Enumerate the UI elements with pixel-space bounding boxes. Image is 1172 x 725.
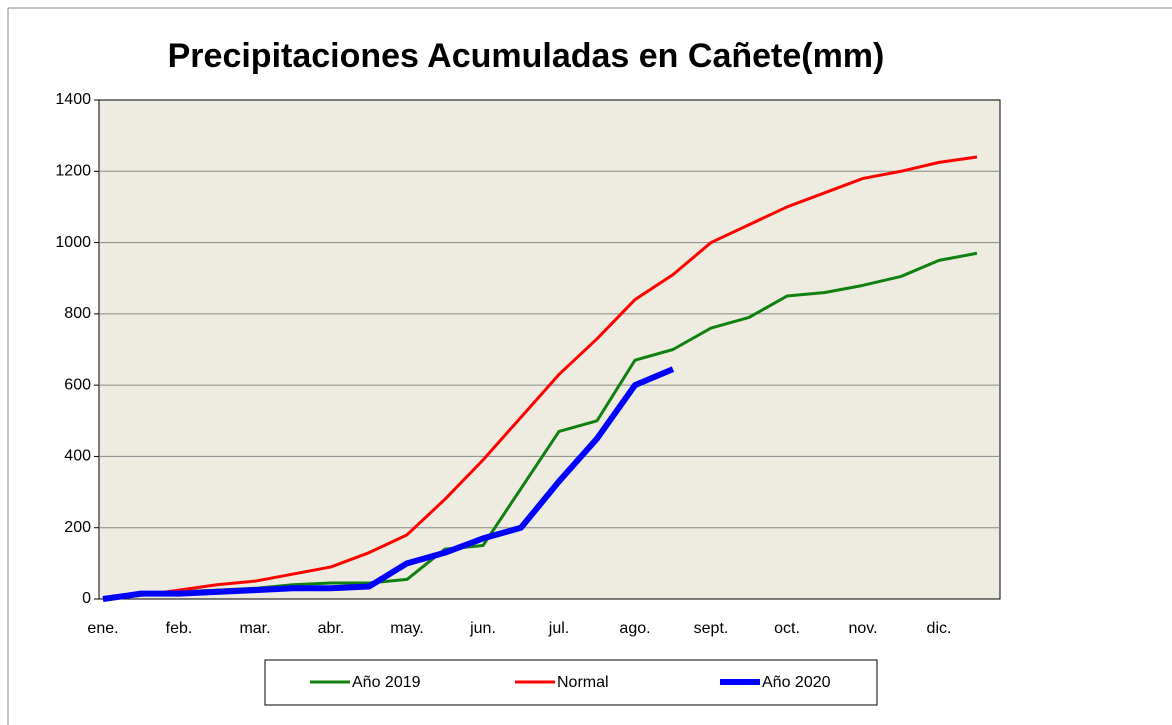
legend-label: Normal (557, 674, 609, 691)
x-tick-label: oct. (774, 620, 800, 637)
x-tick-label: jul. (548, 620, 569, 637)
y-tick-label: 200 (64, 519, 91, 536)
x-tick-label: nov. (848, 620, 877, 637)
x-tick-label: ene. (87, 620, 118, 637)
y-tick-label: 0 (82, 590, 91, 607)
x-tick-label: mar. (239, 620, 270, 637)
x-tick-label: ago. (619, 620, 650, 637)
x-tick-label: dic. (927, 620, 952, 637)
x-tick-label: may. (390, 620, 423, 637)
x-tick-label: jun. (469, 620, 496, 637)
series-line (102, 155, 978, 601)
legend (264, 659, 878, 706)
y-tick-label: 1400 (55, 91, 91, 108)
y-tick-label: 400 (64, 448, 91, 465)
legend-label: Año 2020 (762, 674, 831, 691)
series-line (102, 366, 675, 602)
y-tick-label: 1000 (55, 234, 91, 251)
chart-title: Precipitaciones Acumuladas en Cañete(mm) (168, 37, 885, 75)
x-tick-label: abr. (318, 620, 345, 637)
y-tick-label: 1200 (55, 163, 91, 180)
plot-area (98, 99, 1001, 600)
legend-label: Año 2019 (352, 674, 421, 691)
x-tick-label: feb. (166, 620, 193, 637)
y-tick-label: 600 (64, 376, 91, 393)
y-tick-label: 800 (64, 305, 91, 322)
x-tick-label: sept. (694, 620, 729, 637)
